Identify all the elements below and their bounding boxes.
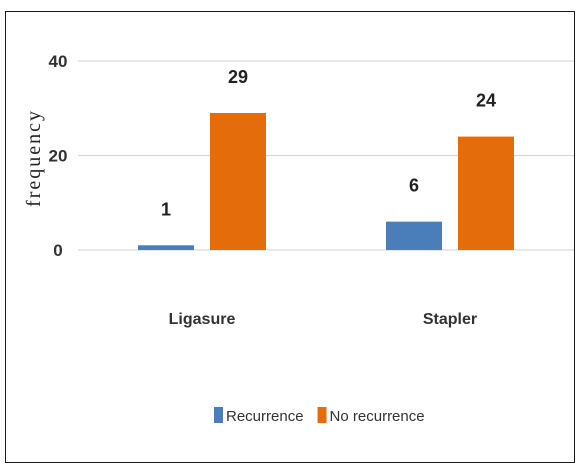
bar-no-recurrence <box>458 136 514 250</box>
y-tick-label: 40 <box>49 52 68 71</box>
y-tick-label: 20 <box>49 147 68 166</box>
data-label: 6 <box>409 176 419 196</box>
category-label: Ligasure <box>169 311 236 328</box>
legend-label: No recurrence <box>330 408 425 425</box>
category-label: Stapler <box>423 311 477 328</box>
legend-swatch <box>317 407 327 423</box>
bar-recurrence <box>138 245 194 250</box>
legend-swatch <box>214 407 223 423</box>
y-axis-label: frequency <box>23 109 45 207</box>
y-tick-label: 0 <box>53 241 62 260</box>
data-label: 24 <box>476 91 496 111</box>
bar-no-recurrence <box>210 112 266 250</box>
legend-label: Recurrence <box>226 408 304 425</box>
data-label: 29 <box>228 67 248 87</box>
data-label: 1 <box>161 199 171 219</box>
bar-recurrence <box>386 221 442 250</box>
